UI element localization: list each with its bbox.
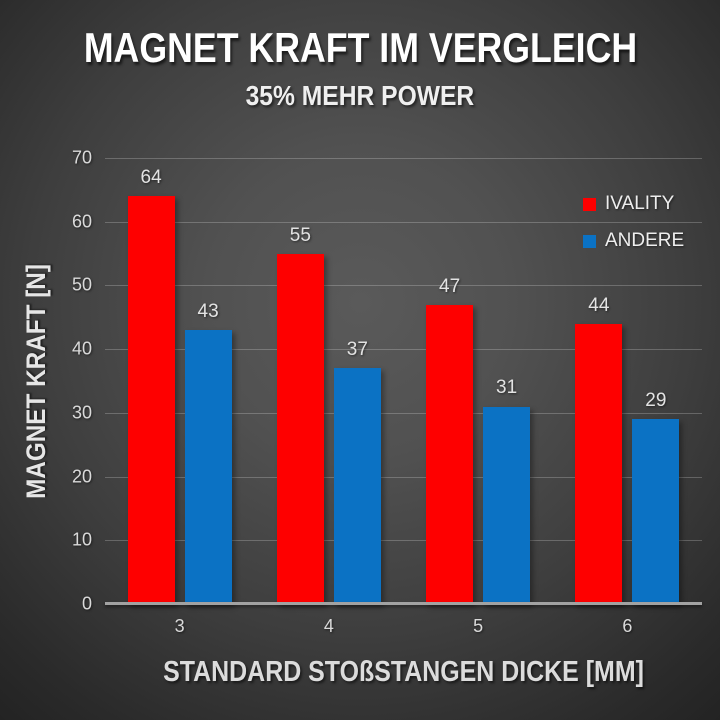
bar-ivality-5mm [426, 304, 474, 604]
gridline-60 [105, 221, 702, 223]
bar-ivality-3mm [127, 196, 175, 604]
gridline-70 [105, 158, 702, 159]
x-axis-title-area: STANDARD STOßSTANGEN DICKE [MM] [105, 656, 702, 689]
bar-value-label-andere-3mm: 43 [197, 301, 219, 323]
chart-subtitle-row: 35% MEHR POWER [0, 80, 720, 112]
x-tick-label-3: 3 [174, 616, 185, 636]
gridline-20 [105, 476, 702, 478]
x-axis-title: STANDARD STOßSTANGEN DICKE [MM] [163, 656, 644, 688]
chart-subtitle: 35% MEHR POWER [245, 80, 475, 111]
y-tick-label-30: 30 [71, 402, 92, 423]
y-tick-label-20: 20 [71, 466, 92, 487]
y-tick-label-0: 0 [81, 593, 92, 614]
y-tick-label-60: 60 [71, 211, 92, 232]
y-tick-label-10: 10 [71, 529, 92, 550]
bar-value-label-ivality-3mm: 64 [140, 167, 162, 189]
bar-value-label-andere-4mm: 37 [346, 339, 368, 361]
chart-title: MAGNET KRAFT IM VERGLEICH [83, 24, 637, 71]
bar-ivality-6mm [575, 323, 623, 604]
y-tick-label-40: 40 [71, 338, 92, 359]
bar-andere-3mm [184, 330, 232, 604]
bar-value-label-andere-6mm: 29 [645, 390, 667, 412]
bar-andere-4mm [333, 368, 381, 604]
gridline-10 [105, 540, 702, 542]
bar-andere-6mm [632, 419, 680, 604]
plot-area: IVALITY ANDERE 64 43 3 55 37 4 47 31 5 44 29 6 [105, 158, 702, 636]
x-tick-label-4: 4 [323, 616, 334, 636]
gridline-50 [105, 285, 702, 287]
gridline-40 [105, 349, 702, 351]
y-axis-tick-labels: 0 10 20 30 40 50 60 70 [30, 148, 92, 614]
x-tick-label-6: 6 [622, 616, 633, 636]
legend-label-andere: ANDERE [605, 230, 685, 251]
bar-value-label-ivality-4mm: 55 [289, 224, 311, 246]
gridline-30 [105, 412, 702, 414]
legend-label-ivality: IVALITY [605, 193, 675, 214]
legend-swatch-ivality [583, 197, 596, 211]
bar-value-label-andere-5mm: 31 [496, 377, 518, 399]
bar-ivality-4mm [276, 253, 324, 604]
legend-swatch-andere [583, 234, 596, 248]
bar-andere-5mm [483, 406, 531, 604]
legend-item-ivality: IVALITY [583, 194, 684, 214]
legend: IVALITY ANDERE [583, 194, 684, 251]
legend-item-andere: ANDERE [583, 231, 684, 251]
chart-title-row: MAGNET KRAFT IM VERGLEICH [0, 24, 720, 72]
bar-value-label-ivality-6mm: 44 [588, 294, 610, 316]
y-tick-label-50: 50 [71, 274, 92, 295]
y-tick-label-70: 70 [71, 147, 92, 168]
bar-value-label-ivality-5mm: 47 [439, 275, 461, 297]
x-tick-label-5: 5 [473, 616, 484, 636]
x-axis-line [105, 602, 702, 605]
